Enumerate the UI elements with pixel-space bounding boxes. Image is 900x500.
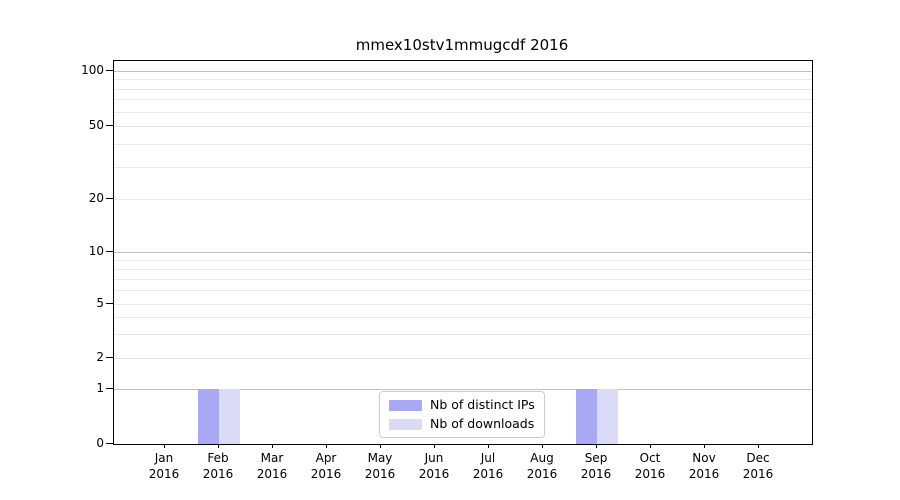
minor-gridline — [114, 358, 812, 359]
x-tick-month: Apr — [315, 451, 337, 465]
x-tick-label: Mar 2016 — [242, 450, 302, 482]
major-gridline — [114, 252, 812, 253]
x-tick-label: Jan 2016 — [134, 450, 194, 482]
x-tick-label: May 2016 — [350, 450, 410, 482]
y-tick-label: 5 — [96, 296, 104, 310]
y-tick-mark — [106, 251, 113, 252]
x-tick-month: Jan — [154, 451, 174, 465]
x-tick-month: Jun — [424, 451, 444, 465]
minor-gridline — [114, 111, 812, 113]
legend-item-downloads: Nb of downloads — [389, 416, 535, 432]
minor-gridline — [114, 199, 812, 200]
legend-label-distinct-ips: Nb of distinct IPs — [430, 397, 535, 412]
x-tick-year: 2016 — [472, 467, 504, 481]
minor-gridline — [114, 79, 812, 81]
x-tick-mark — [596, 444, 597, 448]
x-tick-month: Mar — [260, 451, 284, 465]
y-tick-mark — [106, 198, 113, 199]
y-tick-label: 100 — [81, 63, 104, 77]
minor-gridline — [114, 290, 812, 292]
minor-gridline — [114, 88, 812, 90]
legend: Nb of distinct IPs Nb of downloads — [379, 391, 545, 438]
y-tick-label: 1 — [96, 381, 104, 395]
minor-gridline — [114, 99, 812, 101]
x-tick-mark — [650, 444, 651, 448]
major-gridline — [114, 71, 812, 72]
x-tick-mark — [272, 444, 273, 448]
x-tick-year: 2016 — [256, 467, 288, 481]
legend-swatch-distinct-ips — [389, 399, 422, 411]
minor-gridline — [114, 278, 812, 280]
bar-sep-distinct-ips — [576, 389, 597, 444]
x-tick-label: Jun 2016 — [404, 450, 464, 482]
y-tick-mark — [106, 357, 113, 358]
bar-sep-downloads — [597, 389, 618, 444]
x-tick-year: 2016 — [310, 467, 342, 481]
minor-gridline — [114, 126, 812, 127]
y-tick-label: 50 — [88, 118, 104, 132]
minor-gridline — [114, 317, 812, 319]
y-tick-label: 10 — [88, 244, 104, 258]
x-tick-label: Dec 2016 — [728, 450, 788, 482]
x-tick-year: 2016 — [580, 467, 612, 481]
x-tick-month: Feb — [207, 451, 229, 465]
y-tick-mark — [106, 70, 113, 71]
chart-title: mmex10stv1mmugcdf 2016 — [355, 36, 569, 54]
x-tick-month: Jul — [480, 451, 496, 465]
x-tick-year: 2016 — [418, 467, 450, 481]
x-tick-year: 2016 — [742, 467, 774, 481]
x-tick-label: Apr 2016 — [296, 450, 356, 482]
x-tick-month: May — [367, 451, 393, 465]
x-tick-year: 2016 — [148, 467, 180, 481]
y-tick-label: 2 — [96, 350, 104, 364]
x-tick-label: Jul 2016 — [458, 450, 518, 482]
major-gridline — [114, 389, 812, 390]
minor-gridline — [114, 259, 812, 261]
x-tick-month: Nov — [692, 451, 716, 465]
x-tick-mark — [704, 444, 705, 448]
y-tick-label: 0 — [96, 436, 104, 450]
x-tick-label: Aug 2016 — [512, 450, 572, 482]
y-tick-label: 20 — [88, 191, 104, 205]
x-tick-month: Sep — [584, 451, 608, 465]
x-tick-month: Oct — [639, 451, 661, 465]
x-tick-month: Dec — [746, 451, 770, 465]
x-tick-year: 2016 — [202, 467, 234, 481]
x-tick-year: 2016 — [364, 467, 396, 481]
y-tick-mark — [106, 125, 113, 126]
y-tick-mark — [106, 303, 113, 304]
minor-gridline — [114, 334, 812, 336]
x-tick-mark — [164, 444, 165, 448]
x-tick-mark — [380, 444, 381, 448]
x-tick-year: 2016 — [688, 467, 720, 481]
x-tick-mark — [218, 444, 219, 448]
x-tick-label: Feb 2016 — [188, 450, 248, 482]
x-tick-label: Nov 2016 — [674, 450, 734, 482]
y-tick-mark — [106, 388, 113, 389]
legend-item-distinct-ips: Nb of distinct IPs — [389, 397, 535, 413]
x-tick-mark — [758, 444, 759, 448]
x-tick-mark — [488, 444, 489, 448]
legend-swatch-downloads — [389, 418, 422, 430]
bar-feb-distinct-ips — [198, 389, 219, 444]
minor-gridline — [114, 268, 812, 270]
x-tick-mark — [434, 444, 435, 448]
bar-feb-downloads — [219, 389, 240, 444]
minor-gridline — [114, 166, 812, 168]
minor-gridline — [114, 143, 812, 145]
x-tick-year: 2016 — [634, 467, 666, 481]
x-tick-year: 2016 — [526, 467, 558, 481]
x-tick-label: Sep 2016 — [566, 450, 626, 482]
x-tick-month: Aug — [530, 451, 554, 465]
x-tick-mark — [326, 444, 327, 448]
x-tick-label: Oct 2016 — [620, 450, 680, 482]
legend-label-downloads: Nb of downloads — [430, 416, 535, 431]
y-tick-mark — [106, 443, 113, 444]
minor-gridline — [114, 304, 812, 305]
x-tick-mark — [542, 444, 543, 448]
plot-area — [113, 60, 813, 445]
